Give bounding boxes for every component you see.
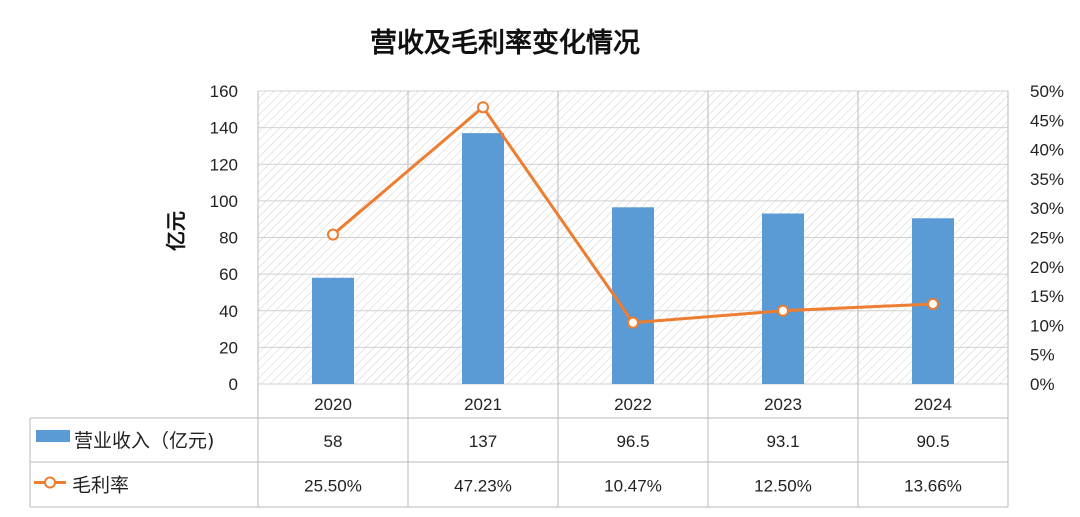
- y2-tick-label: 50%: [1030, 82, 1064, 101]
- data-label-margin: 47.23%: [454, 477, 512, 496]
- y2-tick-label: 20%: [1030, 258, 1064, 277]
- y-tick-label: 160: [210, 82, 238, 101]
- line-point: [777, 304, 789, 317]
- y2-tick-label: 45%: [1030, 111, 1064, 130]
- y2-tick-label: 5%: [1030, 346, 1055, 365]
- x-tick-label: 2023: [764, 395, 802, 414]
- y2-tick-label: 40%: [1030, 141, 1064, 160]
- legend-key-marker: [44, 476, 56, 489]
- data-label-revenue: 90.5: [916, 432, 949, 451]
- y2-tick-label: 15%: [1030, 287, 1064, 306]
- plot-area: 0 20 40 60 80 100 120 140 160 0% 5% 10% 15% 20% 25% 30%…: [29, 82, 1064, 508]
- bar: [462, 133, 504, 384]
- data-label-revenue: 137: [469, 432, 497, 451]
- y-tick-label: 140: [210, 119, 238, 138]
- data-label-margin: 10.47%: [604, 477, 662, 496]
- legend-label-line: 毛利率: [72, 475, 129, 497]
- y-tick-label: 20: [219, 338, 238, 357]
- data-label-revenue: 58: [324, 432, 343, 451]
- y2-tick-label: 0%: [1030, 375, 1055, 394]
- x-tick-label: 2022: [614, 395, 652, 414]
- data-label-margin: 25.50%: [304, 477, 362, 496]
- y-tick-label: 60: [219, 265, 238, 284]
- x-tick-label: 2024: [914, 395, 952, 414]
- data-label-margin: 12.50%: [754, 477, 812, 496]
- line-point: [327, 228, 339, 241]
- bar: [612, 207, 654, 384]
- data-label-revenue: 96.5: [616, 432, 649, 451]
- y-tick-label: 100: [210, 192, 238, 211]
- y-tick-label: 120: [210, 155, 238, 174]
- line-point: [627, 316, 639, 329]
- y2-tick-label: 35%: [1030, 170, 1064, 189]
- bar: [762, 213, 804, 384]
- y-tick-label: 0: [229, 375, 238, 394]
- legend-label-bar: 营业收入（亿元): [74, 430, 214, 452]
- y2-tick-label: 30%: [1030, 199, 1064, 218]
- line-point: [477, 101, 489, 114]
- y2-tick-label: 25%: [1030, 229, 1064, 248]
- line-point: [927, 297, 939, 310]
- bar: [312, 277, 354, 384]
- y-tick-label: 80: [219, 229, 238, 248]
- chart-title: 营收及毛利率变化情况: [370, 27, 640, 59]
- y-axis-label: 亿元: [164, 211, 188, 251]
- data-label-revenue: 93.1: [766, 432, 799, 451]
- x-tick-label: 2020: [314, 395, 352, 414]
- y2-tick-label: 10%: [1030, 316, 1064, 335]
- x-tick-label: 2021: [464, 395, 502, 414]
- data-label-margin: 13.66%: [904, 477, 962, 496]
- legend-key-bar: [36, 430, 70, 442]
- y-tick-label: 40: [219, 302, 238, 321]
